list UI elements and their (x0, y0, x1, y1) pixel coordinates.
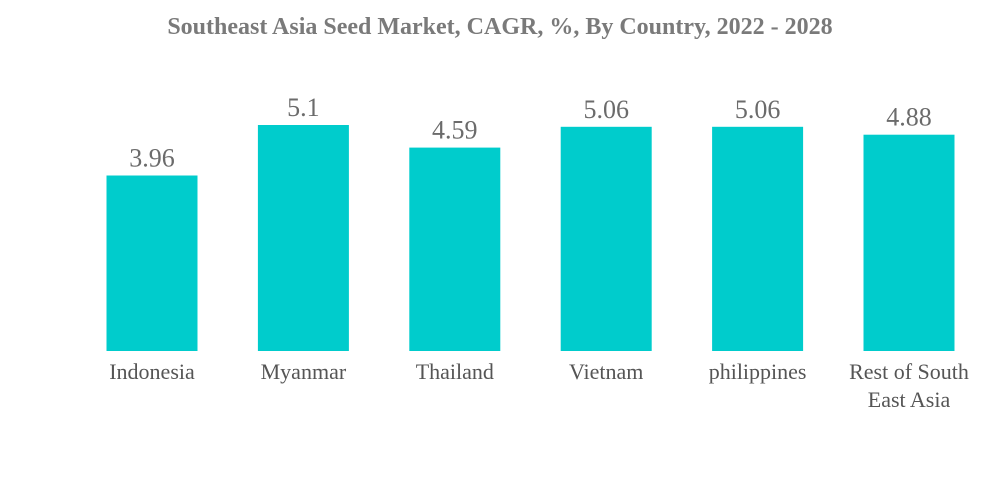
value-label: 3.96 (129, 144, 175, 173)
bar-philippines (712, 126, 804, 351)
bar-thailand (409, 147, 501, 351)
chart-title: Southeast Asia Seed Market, CAGR, %, By … (167, 14, 833, 40)
value-label: 5.06 (735, 95, 781, 124)
bar-vietnam (560, 126, 652, 351)
value-label: 4.59 (432, 116, 478, 145)
category-label: Vietnam (569, 359, 643, 384)
value-label: 4.88 (886, 103, 932, 132)
bar-indonesia (106, 175, 198, 351)
bar-myanmar (257, 125, 349, 351)
category-label: Indonesia (109, 359, 195, 384)
category-label: Myanmar (261, 359, 347, 384)
value-label: 5.06 (583, 95, 629, 124)
value-label: 5.1 (287, 93, 320, 122)
bar-rest-of-south-east-asia (863, 134, 955, 351)
category-label: Rest of South East Asia (849, 359, 969, 412)
category-label: Thailand (416, 359, 494, 384)
category-label: philippines (709, 359, 807, 384)
